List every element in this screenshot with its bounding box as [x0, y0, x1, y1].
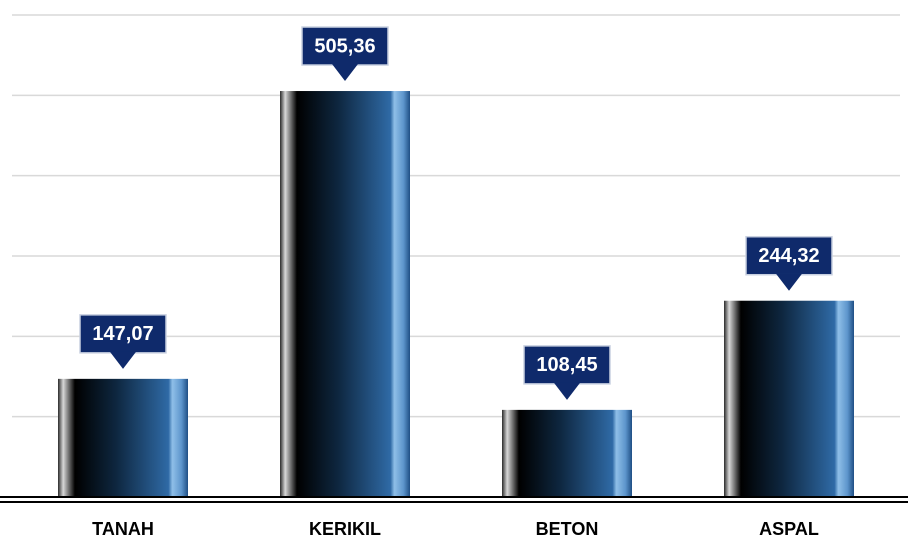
bar: [502, 410, 632, 497]
x-tick-label: ASPAL: [759, 519, 819, 539]
value-label: 505,36: [314, 35, 375, 57]
label-arrow: [332, 64, 358, 81]
value-label: 244,32: [758, 245, 819, 267]
label-arrow: [554, 383, 580, 400]
x-tick-label: BETON: [536, 519, 599, 539]
label-arrow: [776, 274, 802, 291]
x-tick-label: KERIKIL: [309, 519, 381, 539]
bar: [58, 379, 188, 497]
value-label: 147,07: [92, 323, 153, 345]
x-tick-label: TANAH: [92, 519, 154, 539]
bar: [724, 301, 854, 497]
value-label: 108,45: [536, 354, 597, 376]
label-arrow: [110, 352, 136, 369]
chart: 147,07 TANAH 505,36 KERIKIL 108,45 BETON 244,3…: [0, 0, 908, 541]
bar: [280, 91, 410, 497]
